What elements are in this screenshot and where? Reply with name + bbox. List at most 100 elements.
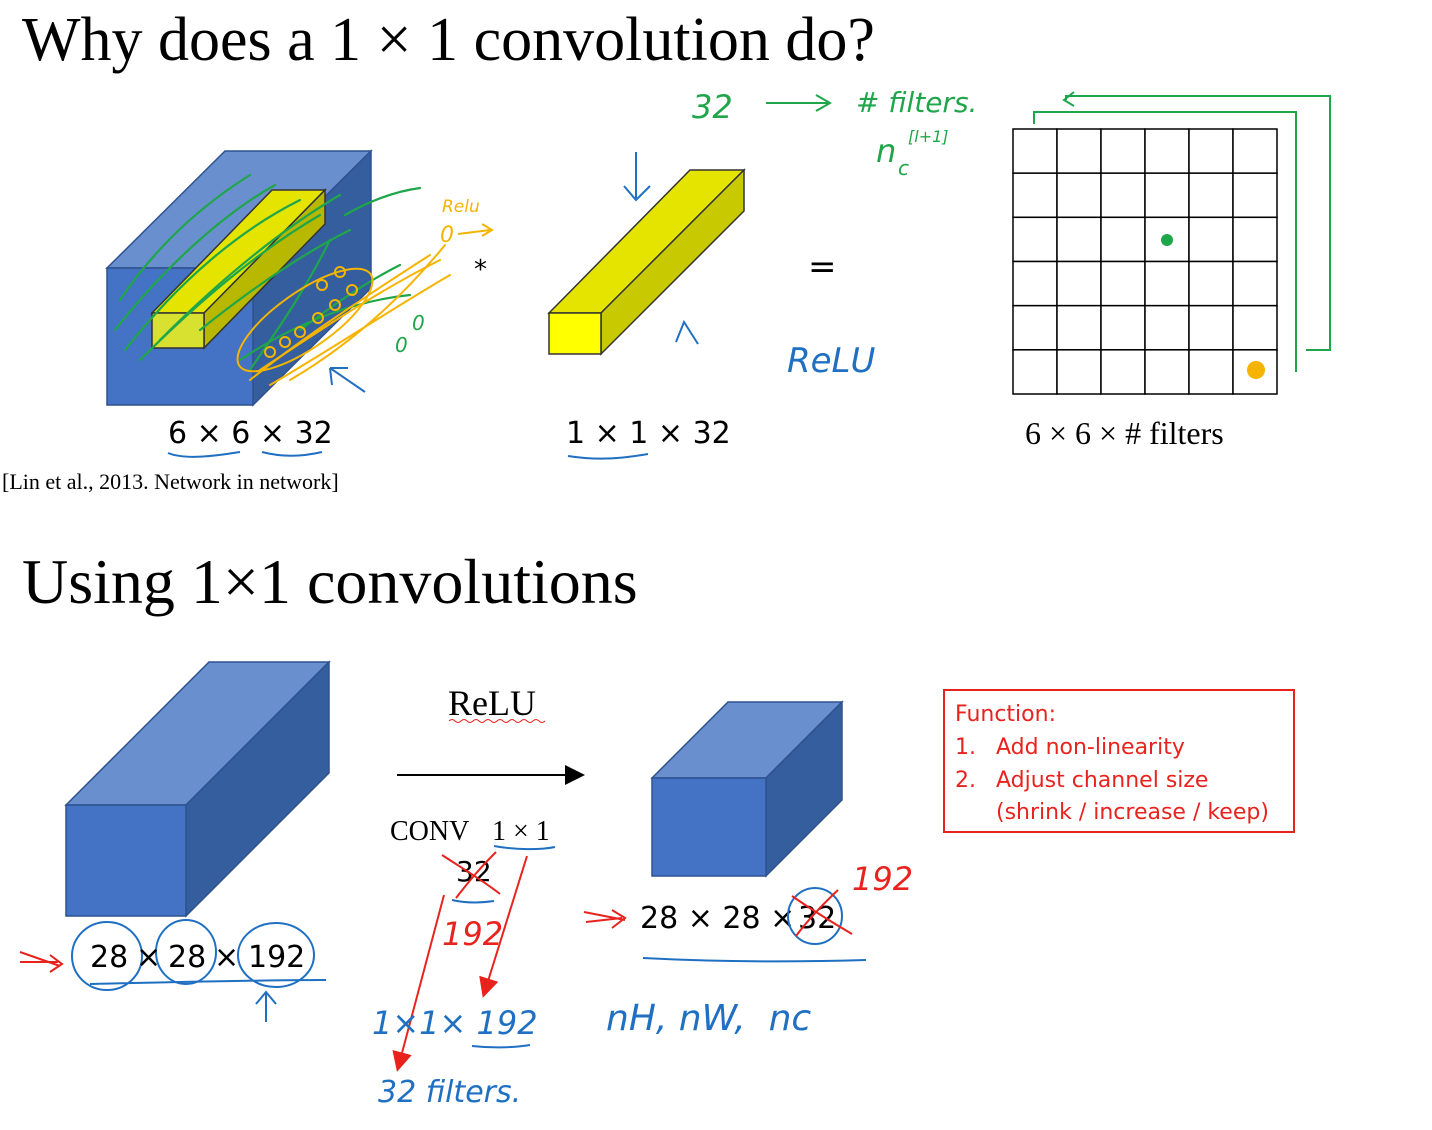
- red-pointer-arrow-input: [19, 951, 64, 973]
- input-dims-underline: [89, 979, 327, 985]
- output-block-front-face: [651, 777, 767, 877]
- relu-small-annotation: Relu: [442, 197, 480, 217]
- filters-32-annotation: 32 filters.: [378, 1075, 521, 1110]
- nc-superscript: [l+1]: [908, 127, 949, 146]
- output-dims-underline: [642, 957, 867, 963]
- filter-label-underline: [567, 453, 649, 460]
- grid-cell: [1100, 349, 1146, 395]
- grid-cell: [1012, 128, 1058, 174]
- conv-filters-strike: [441, 851, 501, 899]
- relu-small-arrow: [457, 223, 494, 237]
- filter-dims-annotation: 1×1× 192: [372, 1004, 538, 1042]
- input-label-underline: [167, 451, 323, 458]
- orange-dot-marker: [1247, 361, 1265, 379]
- grid-cell: [1232, 304, 1278, 351]
- grid-cell: [1100, 216, 1146, 263]
- output-channel-strike: [791, 889, 853, 937]
- filter-prism-1x1x32: [547, 168, 746, 356]
- input-volume-label: 6 × 6 × 32: [168, 416, 333, 451]
- output-dims-note: nH, nW, nc: [606, 998, 811, 1039]
- green-zero-2: 0: [395, 333, 408, 357]
- grid-cell: [1232, 216, 1278, 263]
- grid-cell: [1232, 172, 1278, 219]
- red-192-output: 192: [852, 860, 913, 898]
- filter-count-arrow: [766, 94, 833, 112]
- green-dot-marker: [1161, 234, 1173, 246]
- blue-up-arrow-filter: [675, 319, 699, 345]
- grid-cell: [1012, 260, 1058, 307]
- function-box-border: [943, 689, 1295, 833]
- grid-cell: [1056, 304, 1102, 351]
- function-heading: Function:: [955, 702, 1056, 727]
- grid-cell: [1188, 172, 1234, 219]
- conv-filters-underline: [451, 899, 495, 904]
- grid-cell: [1144, 128, 1190, 174]
- conv-symbol: *: [474, 255, 487, 285]
- function-note: (shrink / increase / keep): [996, 800, 1269, 825]
- grid-cell: [1012, 216, 1058, 263]
- filter-label: 1 × 1 × 32: [566, 416, 731, 451]
- grid-cell: [1012, 304, 1058, 351]
- conv-size-underline: [493, 845, 556, 851]
- grid-cell: [1100, 304, 1146, 351]
- grid-cell: [1144, 172, 1190, 219]
- grid-cell: [1056, 349, 1102, 395]
- circle-dim-2: [155, 919, 217, 985]
- green-zero-1: 0: [412, 311, 425, 335]
- conv-label: CONV: [390, 816, 469, 847]
- blue-up-arrow-192: [255, 990, 277, 1022]
- red-192-conv: 192: [442, 915, 503, 953]
- grid-cell: [1144, 304, 1190, 351]
- grid-cell: [1232, 128, 1278, 174]
- equals-symbol: =: [808, 247, 837, 287]
- relu-blue-annotation: ReLU: [787, 341, 875, 381]
- grid-cell: [1188, 216, 1234, 263]
- orange-scribble-annotation: [236, 244, 451, 386]
- output-volume-label: 6 × 6 × # filters: [1025, 415, 1224, 451]
- top-title: Why does a 1 × 1 convolution do?: [22, 6, 875, 74]
- grid-cell: [1100, 260, 1146, 307]
- grid-cell: [1012, 172, 1058, 219]
- green-bracket-arrowhead: [1062, 91, 1075, 107]
- nc-symbol: n: [876, 132, 896, 170]
- filter-dims-underline: [471, 1044, 531, 1049]
- function-item-2-text: Adjust channel size: [996, 768, 1208, 793]
- function-item-2-num: 2.: [955, 768, 976, 793]
- grid-cell: [1188, 128, 1234, 174]
- grid-cell: [1144, 260, 1190, 307]
- circle-dim-3: [237, 922, 315, 988]
- conv-size-label: 1 × 1: [492, 816, 550, 847]
- red-arrow-to-32-filters: [392, 894, 445, 1072]
- input-block-front-face: [65, 804, 187, 917]
- input-times-1: ×: [136, 940, 161, 975]
- circle-dim-1: [71, 921, 143, 991]
- function-item-1-num: 1.: [955, 735, 976, 760]
- red-arrow-to-filter-dims: [479, 855, 528, 998]
- grid-cell: [1056, 172, 1102, 219]
- relu-arrow-zero: 0: [440, 223, 454, 248]
- blue-up-arrow-input: [329, 367, 366, 393]
- input-dim-28a: 28: [90, 940, 128, 975]
- output-dims-struck: 32: [798, 901, 836, 936]
- output-dims-label: 28 × 28 ×: [640, 901, 805, 936]
- input-dim-192: 192: [248, 940, 305, 975]
- grid-cell: [1012, 349, 1058, 395]
- grid-cell: [1188, 260, 1234, 307]
- grid-cell: [1144, 349, 1190, 395]
- function-box: Function: 1. Add non-linearity 2. Adjust…: [943, 689, 1295, 833]
- citation-text: [Lin et al., 2013. Network in network]: [2, 469, 339, 494]
- input-volume-28x28x192: [64, 660, 331, 918]
- nc-subscript: c: [898, 156, 909, 180]
- input-dim-28b: 28: [168, 940, 206, 975]
- grid-cell: [1100, 172, 1146, 219]
- filters-note-annotation: # filters.: [856, 86, 977, 119]
- filter-count-annotation: 32: [692, 88, 733, 126]
- relu-label: ReLU: [448, 683, 536, 723]
- blue-down-arrow-filter: [623, 152, 651, 202]
- grid-cell: [1188, 349, 1234, 395]
- grid-cell: [1056, 260, 1102, 307]
- output-volume-28x28x32: [650, 700, 844, 878]
- grid-cell: [1056, 216, 1102, 263]
- input-times-2: ×: [214, 940, 239, 975]
- green-scribble-annotation: [113, 173, 422, 372]
